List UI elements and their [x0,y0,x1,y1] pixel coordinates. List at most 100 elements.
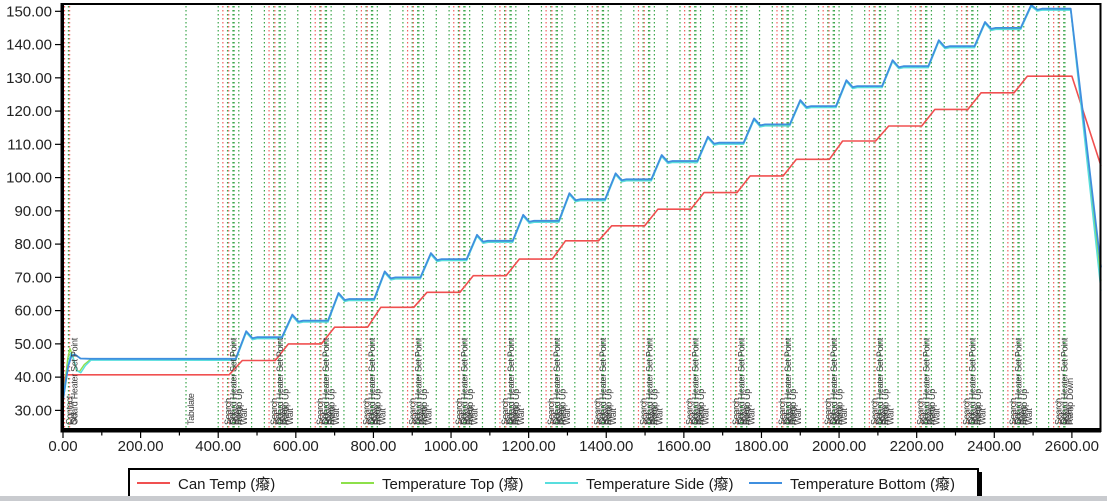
event-label: Ramp Up [373,389,383,425]
event-label: Set [782,412,792,425]
event-label: Guard Heater Set Point [460,337,470,425]
event-label: Wait [239,408,249,425]
event-label: Guard Heater Set Point [1014,337,1024,425]
event-label: Guard Heater Set Point [875,337,885,425]
event-label: Set [274,412,284,425]
event-label: Search [546,398,556,425]
event-label: Beep [649,405,659,425]
y-tick-label: 50.00 [14,336,52,353]
event-lines [63,6,1066,428]
event-label: Guard Heater Set Point [506,337,516,425]
event-label: Beep [602,405,612,425]
event-label: Beep [556,405,566,425]
legend-entry-0: Can Temp (癈) [137,470,275,496]
event-label: Search [731,398,741,425]
x-tick-label: 0.00 [48,438,77,455]
event-label: Search [638,398,648,425]
event-label: Ramp Up [326,389,336,425]
event-label: Wait [885,408,895,425]
event-label: Wait [793,408,803,425]
event-label: Set [920,412,930,425]
series-3 [62,4,1102,401]
event-label: Search [315,398,325,425]
x-tick-label: 1400.00 [579,438,633,455]
x-tick-label: 2400.00 [967,438,1021,455]
legend-label: Temperature Side (癈) [586,475,734,493]
chart-legend: Can Temp (癈) Temperature Top (癈) Temperatu… [128,468,979,498]
event-label: Search [1008,398,1018,425]
event-label: Beep [741,405,751,425]
event-label: Tabulate [186,393,196,425]
event-label: Wait [747,408,757,425]
event-label: Guard Heater Set Point [229,337,239,425]
x-tick-label: 200.00 [118,438,164,455]
event-label: Ramp Up [650,389,660,425]
event-label: Guard Heater Set Point [367,337,377,425]
event-label: Search [869,398,879,425]
event-label: Guard Heater Set Point [1059,337,1069,425]
event-label: Guard Heater Set Point [737,337,747,425]
x-tick-label: 1200.00 [502,438,556,455]
event-label: Wait [423,408,433,425]
event-label: Wait [839,408,849,425]
series-lines [62,4,1102,401]
event-label: Guard Heater Set Point [644,337,654,425]
event-label: Search [916,398,926,425]
x-tick-label: 2000.00 [812,438,866,455]
legend-entry-3: Temperature Bottom (癈) [749,470,955,496]
event-label: Beep [371,405,381,425]
event-label: Set [68,412,78,425]
event-label: Guard Heater Set Point [921,337,931,425]
series-0 [62,75,1102,401]
event-label: Search [454,398,464,425]
event-label: Ramp Up [742,389,752,425]
event-label: Beep [1018,405,1028,425]
legend-label: Can Temp (癈) [178,475,276,493]
event-label: Search [408,398,418,425]
event-label: Guard Heater Set Point [690,337,700,425]
event-label: Set [505,412,515,425]
event-label: Wait [931,408,941,425]
event-label: Search [777,398,787,425]
event-label: Search [269,398,279,425]
event-label: Wait [978,408,988,425]
event-label: Set [735,412,745,425]
event-label: Beep [695,405,705,425]
event-label: Beep [926,405,936,425]
plot-frame [60,3,1102,433]
event-label: Ramp Up [419,389,429,425]
x-tick-label: 600.00 [273,438,319,455]
y-tick-label: 30.00 [14,402,52,419]
y-tick-label: 110.00 [7,136,52,153]
event-label: Ramp Down [1065,378,1075,425]
y-tick-label: 100.00 [6,170,52,187]
x-tick-label: 800.00 [350,438,396,455]
x-tick-label: 1600.00 [657,438,711,455]
event-label: Beep [233,405,243,425]
event-label: Beep [833,405,843,425]
event-label: Ramp Up [604,389,614,425]
event-label: Set [320,412,330,425]
y-tick-label: 80.00 [14,236,52,253]
legend-entry-2: Temperature Side (癈) [545,470,734,496]
event-label: Wait [701,408,711,425]
y-tick-label: 40.00 [14,369,52,386]
event-label: Beep [510,405,520,425]
event-label: Ramp Up [927,389,937,425]
event-label: Search [823,398,833,425]
event-label: Set [551,412,561,425]
event-label: Wait [562,408,572,425]
event-label: Beep [418,405,428,425]
event-label: Set [597,412,607,425]
series-2 [62,5,1102,401]
legend-swatch-icon [137,482,170,484]
event-label: Ramp Up [465,389,475,425]
x-tick-label: 2200.00 [890,438,944,455]
event-label: Guard Heater Set Point [70,337,80,425]
event-label: Guard Heater Set Point [413,337,423,425]
event-label: Set [966,412,976,425]
event-label: Set [643,412,653,425]
event-label: Guard Heater Set Point [829,337,839,425]
